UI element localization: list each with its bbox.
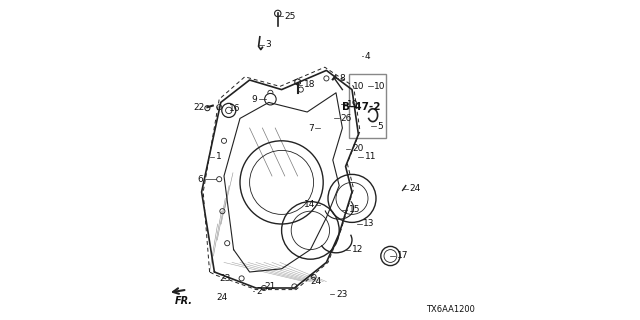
Text: 20: 20 <box>352 144 364 153</box>
Text: 1: 1 <box>216 152 221 161</box>
Text: TX6AA1200: TX6AA1200 <box>426 305 475 314</box>
Text: 24: 24 <box>410 184 421 193</box>
Text: 17: 17 <box>397 252 408 260</box>
Text: 4: 4 <box>365 52 371 60</box>
Text: 15: 15 <box>349 205 360 214</box>
Text: 22: 22 <box>193 103 205 112</box>
Text: 2: 2 <box>256 287 262 296</box>
Text: 11: 11 <box>365 152 376 161</box>
Text: 26: 26 <box>341 114 352 123</box>
Text: FR.: FR. <box>175 296 193 306</box>
Text: 8: 8 <box>339 74 345 83</box>
Text: 19: 19 <box>347 100 358 108</box>
Text: 25: 25 <box>285 12 296 20</box>
Text: 23: 23 <box>219 274 230 283</box>
Text: 10: 10 <box>353 82 364 91</box>
Text: 5: 5 <box>378 122 383 131</box>
Circle shape <box>265 93 276 105</box>
Text: 16: 16 <box>229 104 240 113</box>
Text: 14: 14 <box>304 200 315 209</box>
Circle shape <box>205 106 210 111</box>
Text: 6: 6 <box>198 175 204 184</box>
Text: 7: 7 <box>308 124 314 132</box>
Text: 24: 24 <box>216 293 227 302</box>
Text: 21: 21 <box>264 282 275 291</box>
Text: 12: 12 <box>352 245 364 254</box>
Text: 18: 18 <box>304 80 316 89</box>
Bar <box>349 74 385 138</box>
Text: B-47-2: B-47-2 <box>342 102 381 112</box>
Text: 24: 24 <box>310 277 322 286</box>
Text: 13: 13 <box>364 220 374 228</box>
Text: 23: 23 <box>336 290 348 299</box>
Text: 9: 9 <box>252 95 258 104</box>
Text: 3: 3 <box>266 40 271 49</box>
Text: 10: 10 <box>374 82 386 91</box>
